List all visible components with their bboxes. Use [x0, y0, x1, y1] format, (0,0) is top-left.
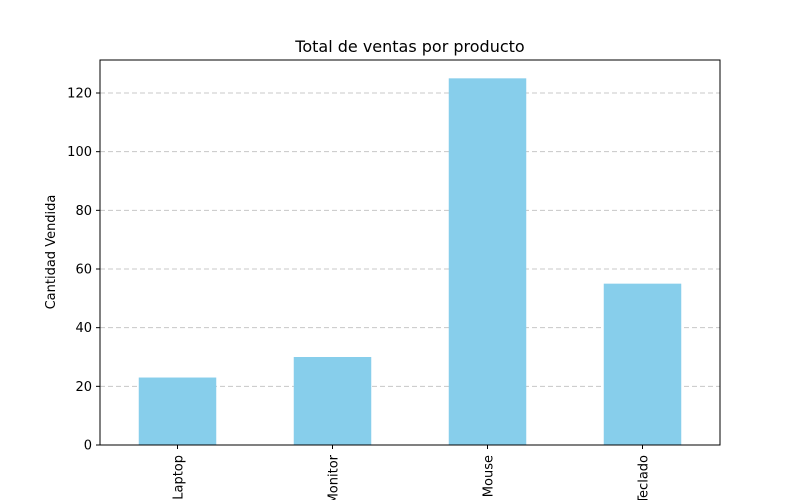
y-tick-label: 80: [75, 204, 92, 219]
y-tick-label: 0: [84, 439, 92, 454]
y-tick-label: 40: [75, 321, 92, 336]
plot-frame: [99, 59, 721, 446]
y-tick-label: 100: [67, 145, 92, 160]
x-tick-label: Mouse: [482, 455, 497, 497]
y-tick-label: 120: [67, 87, 92, 102]
chart-title: Total de ventas por producto: [294, 37, 524, 56]
y-axis-label: Cantidad Vendida: [44, 195, 59, 310]
bar-mouse: [448, 78, 527, 445]
bar-monitor: [293, 357, 372, 445]
x-tick-label: Laptop: [172, 455, 187, 500]
y-tick-label: 20: [75, 380, 92, 395]
bar-laptop: [138, 377, 217, 445]
bars: [138, 78, 682, 445]
y-axis: 0 20 40 60 80 100 120: [67, 87, 100, 454]
x-tick-label: Monitor: [327, 454, 342, 500]
x-axis: Laptop Monitor Mouse Teclado: [172, 445, 652, 500]
bar-teclado: [603, 283, 682, 445]
y-tick-label: 60: [75, 263, 92, 278]
x-tick-label: Teclado: [637, 455, 652, 500]
